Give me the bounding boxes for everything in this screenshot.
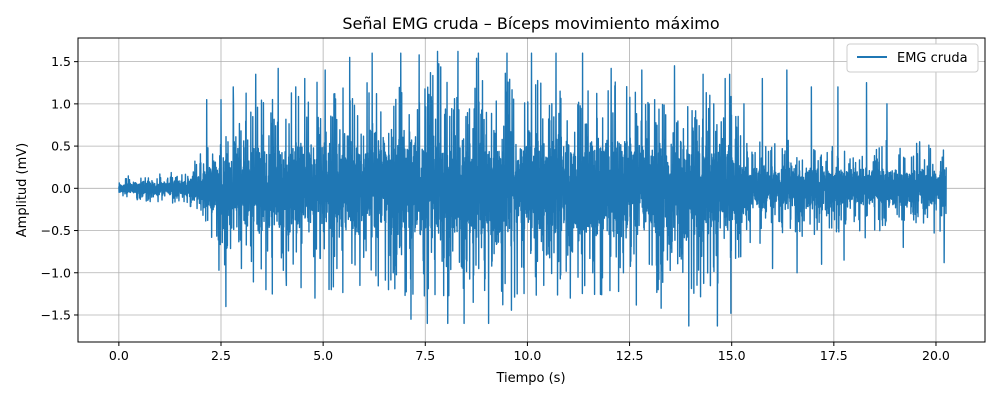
plot-frame	[77, 37, 986, 343]
y-axis-label: Amplitud (mV)	[15, 143, 30, 237]
y-tick-label: 0.0	[51, 181, 71, 196]
x-tick-label: 10.0	[513, 348, 541, 363]
y-tick-label: 1.0	[51, 96, 71, 111]
legend-frame	[846, 43, 979, 73]
x-tick-label: 7.5	[415, 348, 435, 363]
x-tick-label: 2.5	[211, 348, 231, 363]
chart-title: Señal EMG cruda – Bíceps movimiento máxi…	[342, 14, 719, 33]
series-layer	[118, 50, 947, 327]
legend: EMG cruda	[846, 43, 979, 73]
x-tick-label: 5.0	[313, 348, 333, 363]
y-tick-label: −0.5	[41, 223, 71, 238]
x-tick-label: 17.5	[820, 348, 848, 363]
y-axis: −1.5 −1.0 −0.5 0.0 0.5 1.0 1.5	[41, 54, 78, 322]
x-tick-label: 15.0	[718, 348, 746, 363]
x-tick-label: 0.0	[109, 348, 129, 363]
x-tick-label: 20.0	[922, 348, 950, 363]
y-tick-label: −1.5	[41, 307, 71, 322]
x-axis-label: Tiempo (s)	[495, 371, 565, 386]
y-tick-label: −1.0	[41, 265, 71, 280]
y-tick-label: 1.5	[51, 54, 71, 69]
legend-label: EMG cruda	[897, 51, 968, 66]
emg-series-line	[118, 50, 947, 327]
x-tick-label: 12.5	[616, 348, 644, 363]
y-tick-label: 0.5	[51, 139, 71, 154]
x-axis: 0.0 2.5 5.0 7.5 10.0 12.5 15.0 17.5 20.0	[109, 342, 950, 363]
